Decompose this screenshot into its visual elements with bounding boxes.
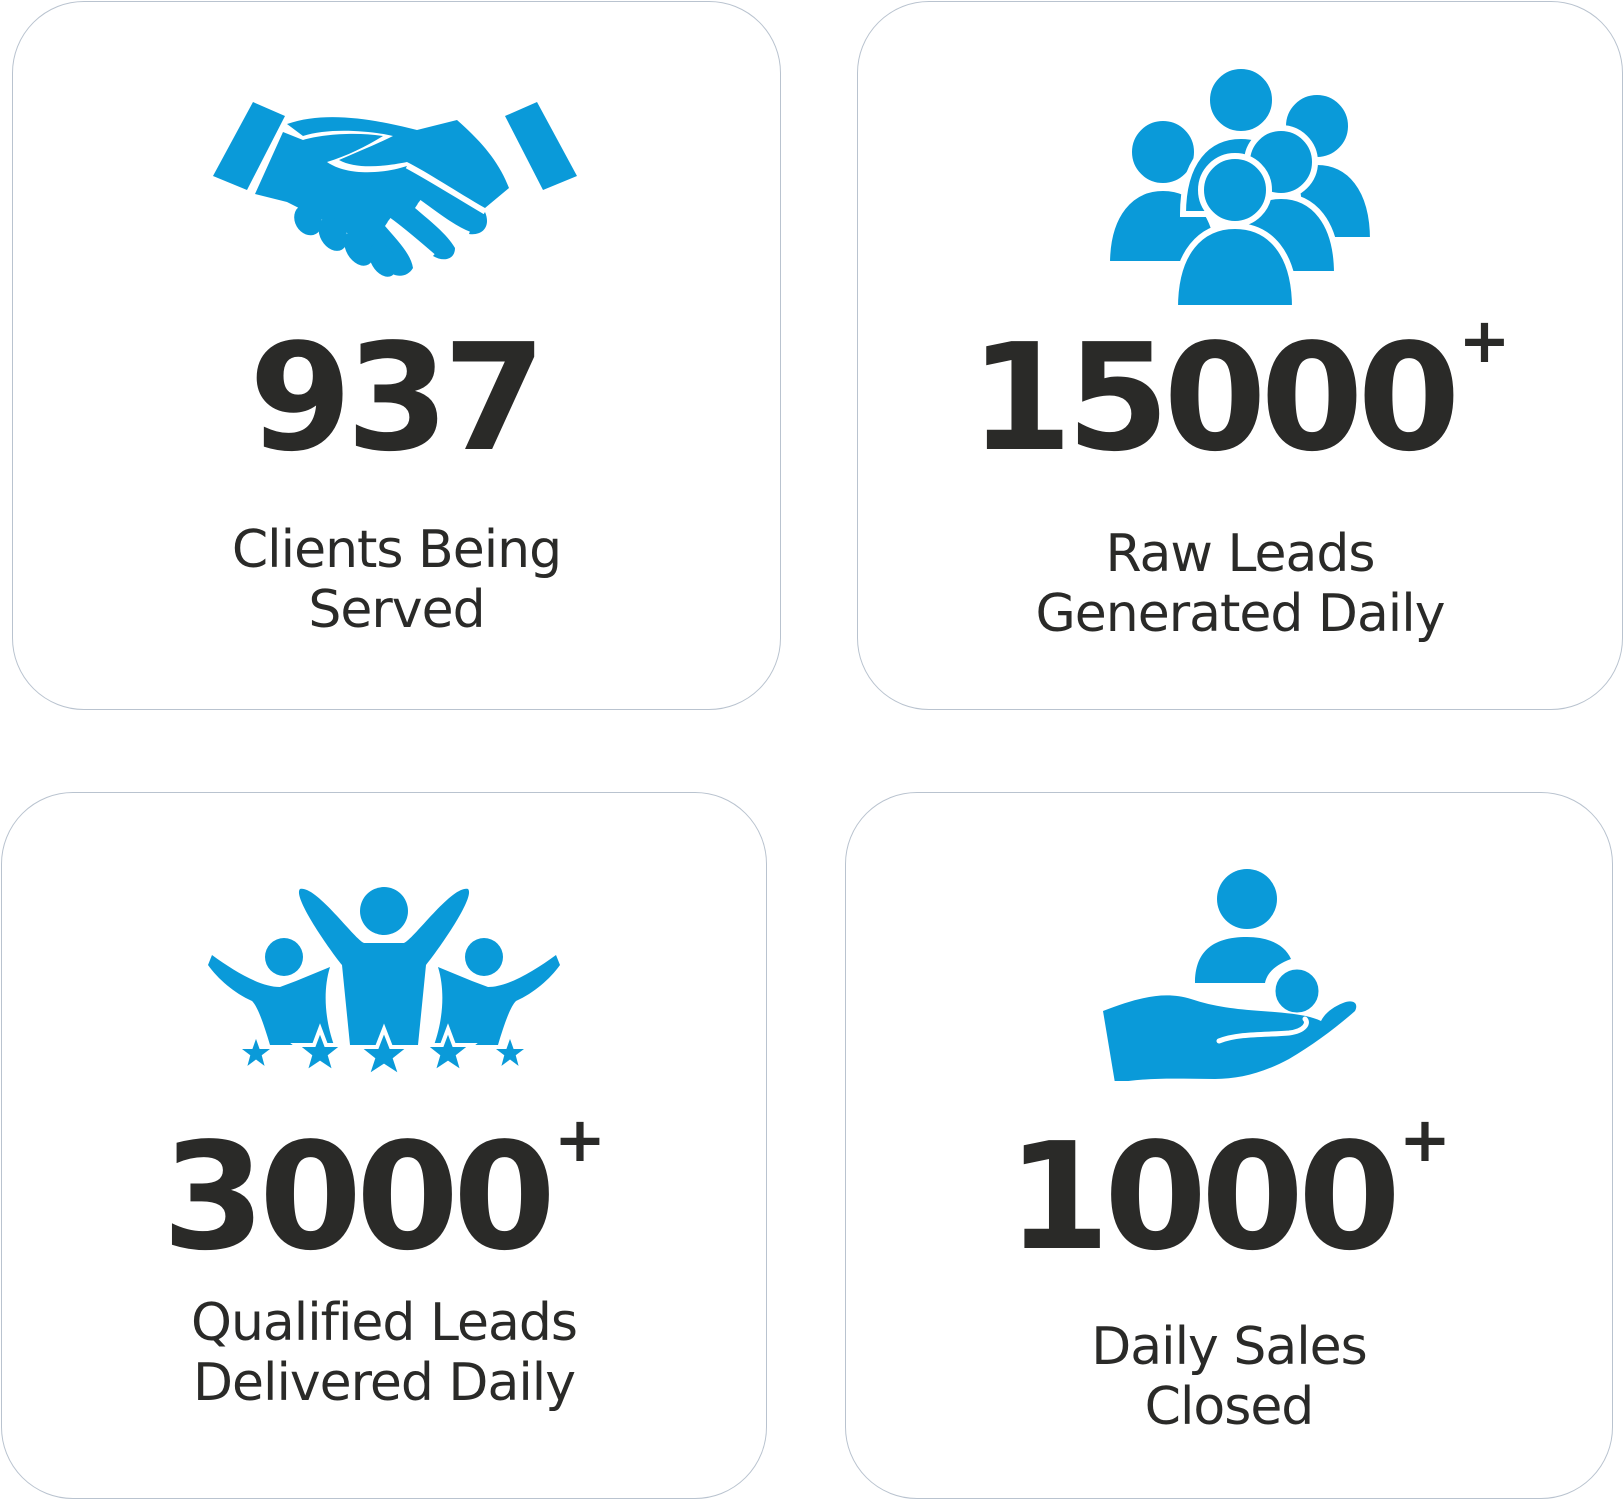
celebrating-people-stars-icon bbox=[204, 883, 564, 1083]
group-of-people-icon bbox=[1105, 64, 1375, 310]
stat-value: 1000+ bbox=[1007, 1103, 1451, 1283]
stat-card-sales-closed: 1000+ Daily Sales Closed bbox=[845, 792, 1613, 1499]
stat-card-raw-leads: 15000+ Raw Leads Generated Daily bbox=[857, 1, 1623, 710]
handshake-icon bbox=[207, 102, 587, 282]
stat-card-clients: 937 Clients Being Served bbox=[12, 1, 781, 710]
stat-label: Raw Leads Generated Daily bbox=[1035, 524, 1446, 644]
stat-card-qualified-leads: 3000+ Qualified Leads Delivered Daily bbox=[1, 792, 767, 1499]
stat-label: Qualified Leads Delivered Daily bbox=[191, 1293, 578, 1413]
stat-value: 15000+ bbox=[969, 304, 1511, 484]
stat-value: 3000+ bbox=[162, 1103, 606, 1283]
stat-label: Daily Sales Closed bbox=[1091, 1317, 1368, 1437]
stat-value: 937 bbox=[249, 312, 546, 484]
stat-label: Clients Being Served bbox=[231, 520, 562, 640]
hand-holding-people-icon bbox=[1099, 865, 1359, 1081]
